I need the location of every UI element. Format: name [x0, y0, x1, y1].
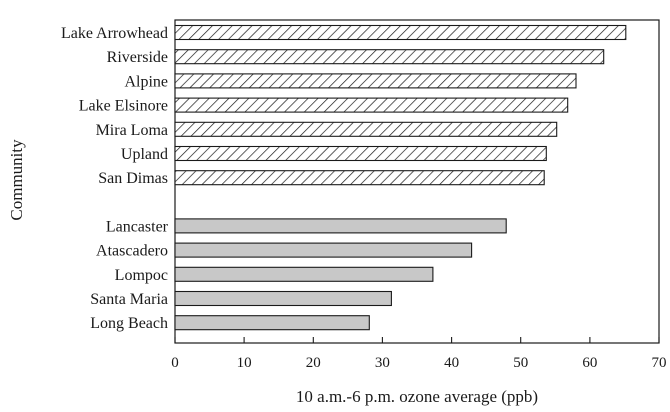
x-tick-label: 50 — [513, 355, 528, 371]
category-label: San Dimas — [98, 170, 168, 187]
y-axis-title: Community — [7, 139, 26, 221]
bar-riverside — [174, 49, 605, 65]
category-label: Long Beach — [90, 315, 168, 332]
bar-atascadero — [174, 242, 473, 258]
x-tick-label: 60 — [582, 355, 597, 371]
category-label: Santa Maria — [90, 291, 168, 308]
bar-lancaster — [174, 218, 507, 234]
bar-alpine — [174, 73, 577, 89]
x-tick-label: 30 — [375, 355, 390, 371]
category-label: Lancaster — [106, 218, 169, 235]
bar-upland — [174, 145, 547, 162]
category-labels: Lake Arrowhead Riverside Alpine Lake Elsino… — [61, 25, 169, 332]
category-label: Lake Elsinore — [79, 98, 168, 115]
x-tick-label: 70 — [652, 355, 667, 371]
bar-mira-loma — [174, 121, 558, 137]
x-tick-label: 0 — [171, 355, 179, 371]
bar-long-beach — [174, 315, 370, 331]
bar-santa-maria — [174, 290, 392, 307]
category-label: Lake Arrowhead — [61, 25, 168, 42]
x-tick-label: 20 — [306, 355, 321, 371]
category-label: Atascadero — [96, 243, 168, 260]
bar-lompoc — [174, 266, 434, 282]
x-tick-label: 40 — [444, 355, 459, 371]
category-label: Alpine — [124, 73, 168, 90]
x-tick-label: 10 — [237, 355, 252, 371]
bar-lake-arrowhead — [174, 24, 627, 41]
bars-group — [174, 24, 627, 331]
bar-lake-elsinore — [174, 97, 569, 113]
x-axis-title: 10 a.m.-6 p.m. ozone average (ppb) — [296, 387, 538, 406]
bar-san-dimas — [174, 170, 545, 186]
category-label: Mira Loma — [96, 122, 168, 139]
category-label: Upland — [121, 146, 168, 163]
category-label: Riverside — [107, 49, 168, 66]
x-axis-ticks: 0 10 20 30 40 50 60 70 — [171, 337, 667, 371]
category-label: Lompoc — [115, 267, 168, 284]
